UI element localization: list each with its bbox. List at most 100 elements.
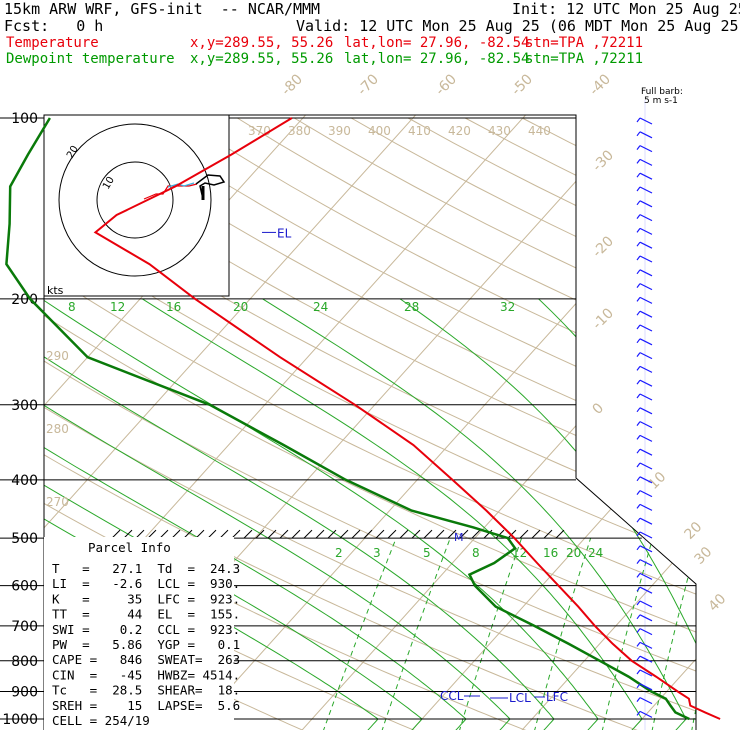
wind-barb [639,559,653,567]
wind-barb [639,628,653,636]
pressure-tick-label: 400 [11,473,38,489]
mixing-ratio-label: 3 [373,546,381,560]
hodograph-trace-low [143,183,198,200]
wind-barb-flag [636,131,641,137]
moist-adiabat-line [262,298,687,730]
wind-barb [639,683,653,691]
wind-barb-flag [636,283,641,288]
wind-barb [639,296,653,304]
wind-barb [639,614,653,622]
wind-barb [639,655,653,663]
moist-adiabat-line [142,298,643,730]
hatch-mark [459,529,469,539]
wind-barb-flag [636,531,641,537]
isotherm-label: -80 [279,71,306,98]
wind-barb [639,145,653,153]
mixing-ratio-line [381,537,451,730]
parcel-info-row: K = 35 LFC = 923. [52,591,240,606]
theta-label: 280 [46,422,69,436]
hodograph-ring-20 [58,123,212,277]
theta-label: 400 [368,124,391,138]
mixing-ratio-line [691,537,696,730]
mixing-ratio-line [533,537,592,730]
hatch-mark [219,529,229,539]
lfc-marker-label: LFC [546,690,568,704]
hatch-mark [303,529,313,539]
wind-barb-flag [636,711,641,716]
wind-barb-flag [636,366,641,371]
isotherm-line [410,115,696,730]
wind-barb-flag [636,697,641,702]
dewpoint-legend-station: stn=TPA ,72211 [525,51,644,67]
wind-barb [639,186,653,194]
hodograph-units: kts [47,284,64,297]
wind-barb [639,200,653,208]
dry-adiabat-line [44,117,696,730]
wind-barb-flag [636,600,641,606]
mixing-ratio-label: 20 [566,546,581,560]
wind-barb-flag [636,200,641,206]
temperature-profile [93,117,721,720]
wind-barb [639,586,653,594]
isotherm-label: 40 [706,591,730,615]
hatch-mark [471,529,481,539]
theta-label: 410 [408,124,431,138]
wind-barb-flag [636,310,641,316]
mixing-ratio-label: 5 [423,546,431,560]
hatch-mark [351,529,361,539]
moist-adiabat-line [658,298,696,730]
wind-barb-flag [636,117,641,123]
wind-barb-flag [636,490,641,495]
wind-barb [639,352,653,360]
hatch-mark [135,529,145,539]
parcel-info-row: LI = -2.6 LCL = 930. [52,576,240,591]
wind-barb [639,407,653,415]
hatch-mark [315,529,325,539]
isotherm-label: -50 [509,71,536,98]
mixing-ratio-label: 8 [472,546,480,560]
wind-barb-flag [636,324,641,330]
hatch-mark [195,529,205,539]
wind-barb-flag [636,241,641,247]
dry-adiabat-line [44,117,696,730]
moist-adiabat-line [399,298,696,730]
wind-barb [639,310,653,318]
wind-barb-flag [636,159,641,164]
dry-adiabat-line [464,117,696,730]
wind-barb-flag [636,145,641,150]
dry-adiabat-line [123,117,696,730]
wind-barb [639,117,653,125]
wind-barb [639,365,653,373]
wind-barb-flag [636,476,641,482]
wind-barb [639,545,653,553]
hatch-mark [171,529,181,539]
wind-barb-flag [636,448,641,454]
isotherm-line [300,115,696,730]
mixing-ratio-line [458,537,523,730]
hatch-mark [267,529,277,539]
ccl-marker-label: CCL [440,689,464,703]
theta-label: 370 [248,124,271,138]
dry-adiabat-line [44,117,641,730]
wind-barb-flag [636,269,641,275]
parcel-info-row: SREH = 15 LAPSE= 5.6 [52,698,240,713]
wind-barb [639,324,653,332]
hatch-mark [399,529,409,539]
wind-barb-flag [636,407,641,413]
theta-e-label: 24 [313,300,328,314]
wind-barb [639,697,653,705]
dewpoint-profile [5,117,690,721]
wind-barb [639,158,653,166]
parcel-info-row: CAPE = 846 SWEAT= 263 [52,652,240,667]
pressure-tick-label: 100 [11,111,38,127]
hatch-mark [207,529,217,539]
wind-barb-flag [636,655,641,661]
hatch-mark [447,529,457,539]
wind-barb-flag [636,614,641,620]
pressure-tick-label: 500 [11,531,38,547]
pressure-tick-label: 900 [11,685,38,701]
wind-barb-flag [636,628,641,633]
hatch-mark [483,529,493,539]
dry-adiabat-line [44,117,696,730]
wind-barb [639,641,653,649]
